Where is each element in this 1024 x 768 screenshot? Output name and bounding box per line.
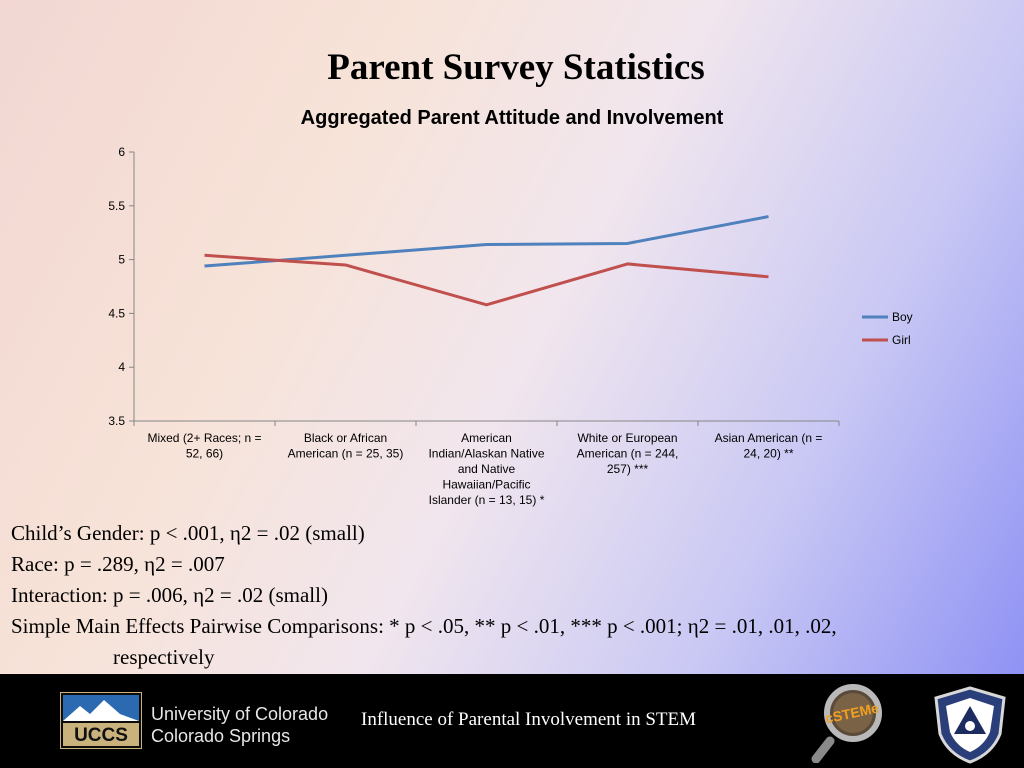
gender-stat: Child’s Gender: p < .001, η2 = .02 (smal… [11, 518, 1021, 549]
slide-title: Parent Survey Statistics [327, 47, 705, 88]
x-tick-label: American Indian/Alaskan Native and Native H… [428, 431, 544, 507]
legend-label-girl: Girl [892, 333, 911, 347]
y-tick-label: 4 [118, 360, 125, 374]
x-tick-label: White or European American (n = 244, 257) … [577, 431, 679, 476]
cstem-magnifier-logo: cSTEMe [811, 684, 882, 763]
interaction-stat-label: Interaction: [11, 583, 114, 607]
y-tick-label: 5.5 [108, 199, 125, 213]
university-name-line2: Colorado Springs [151, 726, 291, 746]
x-tick-label: Asian American (n = 24, 20) ** [715, 431, 823, 461]
chart-title: Aggregated Parent Attitude and Involveme… [300, 107, 724, 129]
legend-label-boy: Boy [892, 310, 913, 324]
statistics-text: Child’s Gender: p < .001, η2 = .02 (smal… [11, 518, 1021, 673]
race-stat-value: p = .289, η2 = .007 [64, 552, 225, 576]
y-tick-label: 6 [118, 145, 125, 159]
series-line-boy [204, 215, 769, 268]
series-line-girl [204, 253, 769, 307]
pairwise-stat: Simple Main Effects Pairwise Comparisons… [11, 614, 837, 638]
interaction-stat: Interaction: p = .006, η2 = .02 (small) [11, 580, 1021, 611]
gender-stat-value: p < .001, η2 = .02 (small) [149, 521, 365, 545]
air-force-crest-logo [934, 686, 1006, 764]
gender-stat-label: Child’s Gender: [11, 521, 150, 545]
x-tick-label: Mixed (2+ Races; n = 52, 66) [147, 431, 261, 461]
x-tick-label: Black or African American (n = 25, 35) [288, 431, 404, 461]
y-tick-label: 4.5 [108, 306, 125, 320]
line-chart: 3.5 4 4.5 5 5.5 6 Mixed (2+ Races; n = 52, 66) B… [108, 145, 913, 507]
uccs-logo: UCCS [60, 692, 142, 749]
race-stat: Race: p = .289, η2 = .007 [11, 549, 1021, 580]
race-stat-label: Race: [11, 552, 65, 576]
university-name-line1: University of Colorado [151, 704, 329, 724]
uccs-logo-text: UCCS [74, 725, 128, 746]
slide: Parent Survey Statistics Aggregated Pare… [0, 0, 1024, 674]
y-tick-label: 5 [118, 253, 125, 267]
university-name: University of Colorado Colorado Springs [151, 703, 328, 747]
footer-title: Influence of Parental Involvement in STE… [361, 709, 697, 730]
footer-bar: UCCS University of Colorado Colorado Spr… [0, 674, 1024, 768]
pairwise-stat-continued: respectively [113, 645, 215, 669]
interaction-stat-value: p = .006, η2 = .02 (small) [113, 583, 328, 607]
y-tick-label: 3.5 [108, 414, 125, 428]
